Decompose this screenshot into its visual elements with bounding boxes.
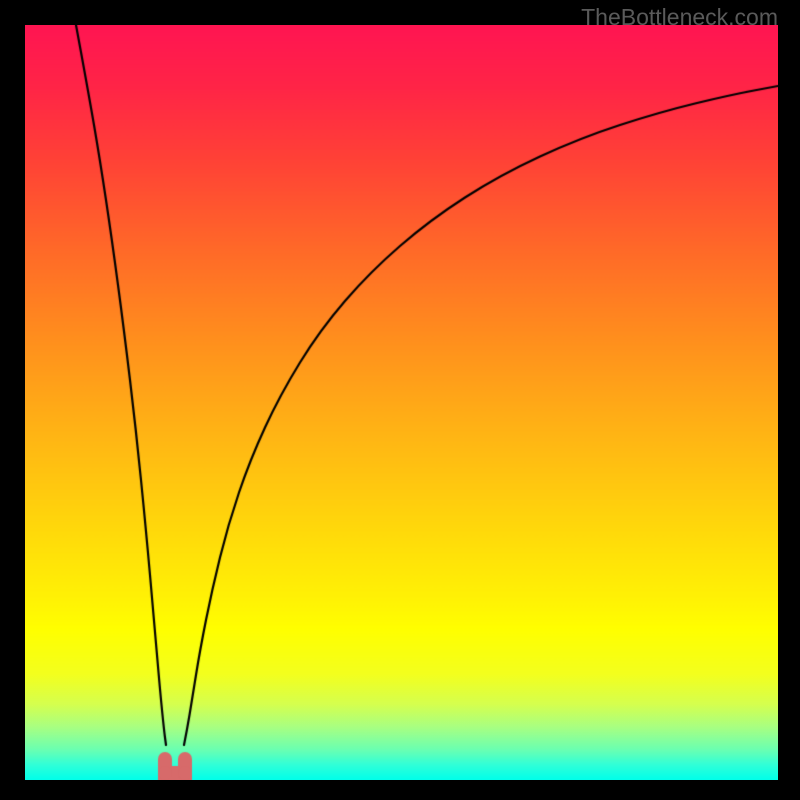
bottleneck-chart <box>25 25 778 780</box>
optimal-point-marker <box>25 25 778 780</box>
watermark-text: TheBottleneck.com <box>581 4 778 31</box>
